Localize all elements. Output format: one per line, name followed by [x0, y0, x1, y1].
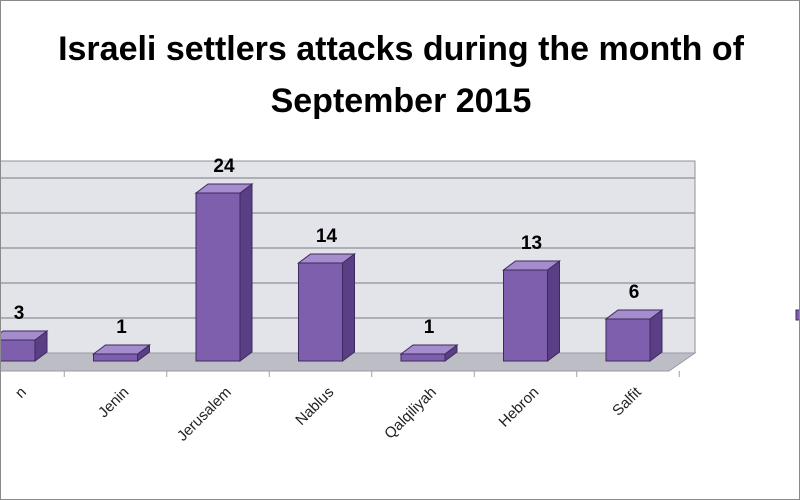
data-label: 14	[316, 226, 338, 247]
bar-front	[400, 353, 446, 362]
bar-top	[92, 344, 151, 355]
chart-title: Israeli settlers attacks during the mont…	[1, 23, 799, 127]
bar-top	[399, 344, 459, 355]
bar-top	[297, 253, 356, 264]
data-label: 1	[424, 317, 435, 338]
bar-front	[93, 353, 138, 362]
bar-front	[298, 262, 343, 362]
bar-top	[194, 183, 254, 194]
category-label: Jerusalem	[174, 384, 235, 445]
bar-top	[502, 260, 561, 271]
bar-front	[195, 192, 241, 362]
category-label: Nablus	[292, 384, 337, 429]
data-label: 13	[521, 233, 542, 254]
bar-top	[604, 309, 664, 320]
category-label: n	[12, 384, 30, 402]
chart-title-line1: Israeli settlers attacks during the mont…	[58, 30, 744, 68]
bar-front	[1, 339, 36, 362]
bar-side	[239, 183, 253, 362]
bar-front	[503, 269, 548, 362]
legend-marker	[795, 309, 799, 321]
category-label: Salfit	[609, 383, 645, 419]
data-label: 6	[629, 282, 640, 303]
bar-side	[547, 260, 560, 362]
data-label: 3	[14, 303, 25, 324]
bar-top	[1, 330, 49, 341]
data-label: 24	[213, 156, 235, 177]
category-label: Qalqiliyah	[381, 384, 440, 443]
data-label: 1	[116, 317, 127, 338]
bar-front	[605, 318, 651, 362]
bar-side	[342, 253, 355, 362]
chart-title-line2: September 2015	[270, 82, 532, 120]
category-label: Hebron	[496, 384, 543, 431]
category-label: Jenin	[95, 384, 132, 421]
